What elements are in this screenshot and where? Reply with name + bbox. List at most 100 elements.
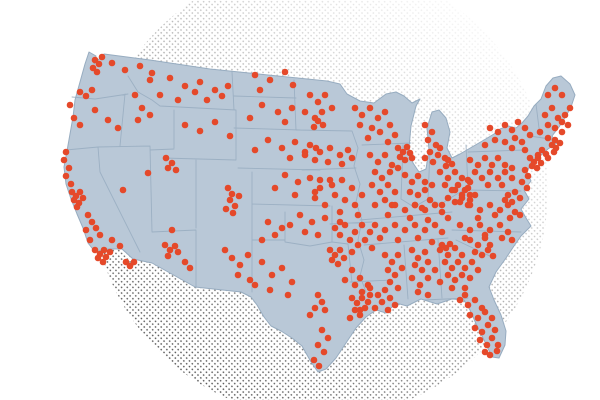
location-dot <box>326 144 334 152</box>
location-dot <box>131 91 139 99</box>
location-dot <box>481 348 489 356</box>
location-dot <box>341 196 349 204</box>
location-dot <box>229 209 237 217</box>
location-dot <box>258 236 266 244</box>
location-dot <box>218 92 226 100</box>
location-dot <box>366 284 374 292</box>
location-dot <box>121 66 129 74</box>
location-dot <box>374 291 382 299</box>
location-dot <box>428 181 436 189</box>
location-dot <box>316 148 324 156</box>
location-dot <box>136 62 144 70</box>
location-dot <box>524 172 532 180</box>
location-dot <box>196 127 204 135</box>
location-dot <box>498 181 506 189</box>
location-dot <box>264 218 272 226</box>
location-dot <box>338 160 346 168</box>
location-dot <box>454 181 462 189</box>
location-dot <box>348 184 356 192</box>
location-dot <box>341 276 349 284</box>
location-dot <box>353 299 361 307</box>
location-dot <box>456 198 464 206</box>
location-dot <box>464 176 472 184</box>
location-dot <box>424 274 432 282</box>
location-dot <box>486 226 494 234</box>
location-dot <box>544 91 552 99</box>
location-dot <box>474 241 482 249</box>
location-dot <box>558 91 566 99</box>
location-dot <box>116 242 124 250</box>
location-dot <box>181 121 189 129</box>
location-dot <box>451 186 459 194</box>
location-dots-layer <box>60 53 574 370</box>
location-dot <box>67 180 75 188</box>
location-dot <box>281 68 289 76</box>
location-dot <box>244 251 252 259</box>
location-dot <box>434 151 442 159</box>
location-dot <box>271 231 279 239</box>
location-dot <box>458 191 466 199</box>
location-dot <box>371 201 379 209</box>
location-dot <box>386 168 394 176</box>
location-dot <box>476 336 484 344</box>
location-dot <box>351 228 359 236</box>
location-dot <box>486 201 494 209</box>
location-dot <box>554 114 562 122</box>
location-dot <box>266 76 274 84</box>
location-dot <box>93 68 101 76</box>
location-dot <box>306 174 314 182</box>
location-dot <box>258 258 266 266</box>
location-dot <box>544 134 552 142</box>
location-dot <box>346 236 354 244</box>
location-dot <box>391 188 399 196</box>
location-dot <box>314 341 322 349</box>
location-dot <box>386 278 394 286</box>
location-dot <box>288 278 296 286</box>
location-dot <box>523 184 531 192</box>
location-dot <box>466 156 474 164</box>
location-dot <box>316 176 324 184</box>
location-dot <box>501 121 509 129</box>
location-dot <box>341 221 349 229</box>
location-dot <box>351 281 359 289</box>
location-dot <box>476 221 484 229</box>
location-dot <box>384 181 392 189</box>
location-dot <box>491 136 499 144</box>
location-dot <box>481 141 489 149</box>
location-dot <box>366 104 374 112</box>
location-dot <box>236 261 244 269</box>
location-dot <box>351 306 359 314</box>
location-dot <box>538 146 546 154</box>
location-dot <box>306 141 314 149</box>
location-dot <box>489 252 497 260</box>
location-dot <box>296 211 304 219</box>
location-dot <box>251 71 259 79</box>
location-dot <box>476 206 484 214</box>
location-dot <box>98 53 106 61</box>
location-dot <box>351 104 359 112</box>
location-dot <box>394 144 402 152</box>
location-dot <box>384 306 392 314</box>
location-dot <box>228 254 236 262</box>
location-dot <box>558 118 566 126</box>
location-dot <box>384 138 392 146</box>
location-dot <box>336 218 344 226</box>
location-dot <box>338 176 346 184</box>
location-dot <box>126 262 134 270</box>
location-dot <box>451 198 459 206</box>
location-dot <box>518 178 526 186</box>
location-dot <box>326 176 334 184</box>
location-dot <box>428 238 436 246</box>
location-dot <box>388 161 396 169</box>
location-dot <box>310 123 318 131</box>
location-dot <box>251 281 259 289</box>
location-dot <box>164 252 172 260</box>
location-dot <box>416 281 424 289</box>
location-dot <box>168 159 176 167</box>
location-dot <box>288 104 296 112</box>
location-dot <box>311 156 319 164</box>
location-dot <box>444 214 452 222</box>
location-dot <box>122 258 130 266</box>
